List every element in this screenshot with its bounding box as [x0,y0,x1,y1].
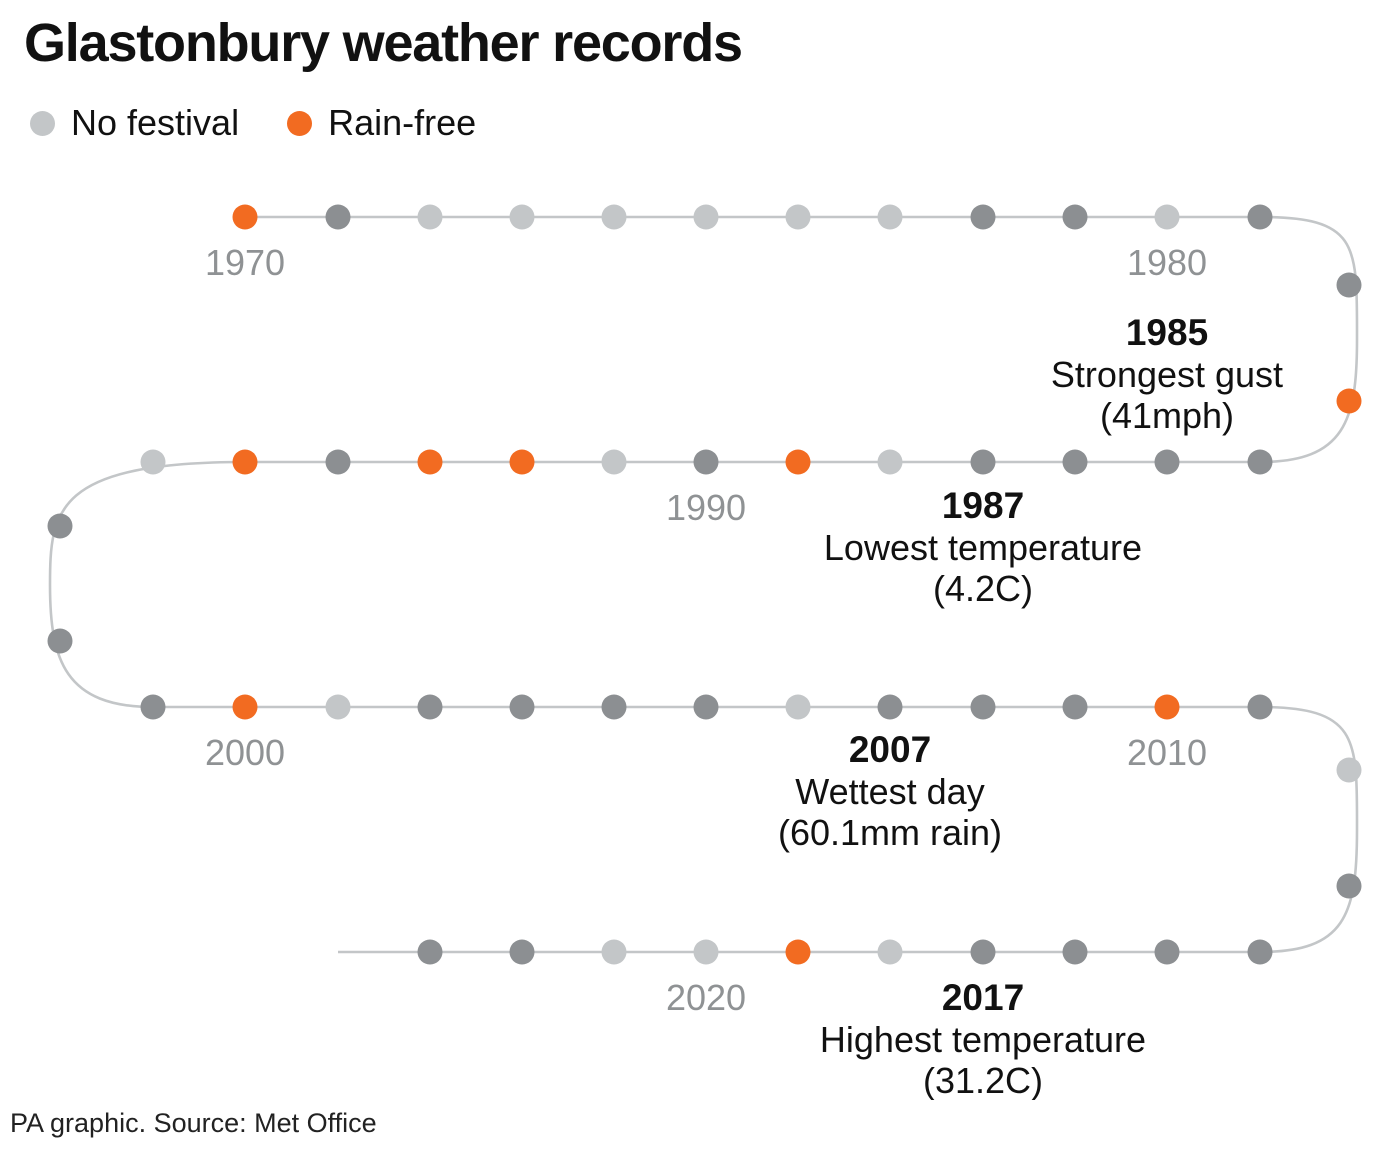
year-dot-1983 [1336,388,1362,414]
year-dot-1971 [325,204,351,230]
year-dot-2021 [601,939,627,965]
year-dot-1996 [140,449,166,475]
year-dot-2003 [509,694,535,720]
record-label-1985: Strongest gust [1051,354,1283,395]
year-dot-2016 [1062,939,1088,965]
timeline-line [48,215,1359,954]
year-dot-2006 [785,694,811,720]
record-label-2017: Highest temperature [820,1019,1146,1060]
year-dot-1980 [1154,204,1180,230]
record-label-2007: Wettest day [795,771,984,812]
year-dot-2023 [417,939,443,965]
year-dot-1991 [601,449,627,475]
year-dot-2014 [1247,939,1273,965]
legend-item-no-festival: No festival [30,102,239,144]
legend-label-rain-free: Rain-free [328,102,477,143]
year-dot-1975 [693,204,719,230]
year-dot-1999 [140,694,166,720]
legend-swatch-rain-free [287,110,313,136]
year-dot-2001 [325,694,351,720]
year-dot-2005 [693,694,719,720]
year-dot-1995 [232,449,258,475]
year-dot-2022 [509,939,535,965]
record-value-2007: (60.1mm rain) [778,812,1002,853]
record-label-1987: Lowest temperature [824,527,1142,568]
legend-item-rain-free: Rain-free [287,102,476,144]
year-dot-2008 [970,694,996,720]
year-dot-2012 [1336,757,1362,783]
year-dot-2020 [693,939,719,965]
year-dot-1992 [509,449,535,475]
year-dot-1976 [785,204,811,230]
chart-title: Glastonbury weather records [24,13,743,73]
year-dot-1988 [877,449,903,475]
year-dot-2000 [232,694,258,720]
year-dot-2013 [1336,873,1362,899]
record-value-1987: (4.2C) [933,568,1033,609]
record-value-1985: (41mph) [1100,395,1234,436]
year-label-1990: 1990 [666,487,746,528]
year-dot-1981 [1247,204,1273,230]
year-dot-2002 [417,694,443,720]
legend-label-no-festival: No festival [71,102,240,143]
year-dot-1977 [877,204,903,230]
year-dot-1979 [1062,204,1088,230]
year-dot-2004 [601,694,627,720]
year-dot-2019 [785,939,811,965]
year-dot-1994 [325,449,351,475]
year-dot-2017 [970,939,996,965]
year-dot-1978 [970,204,996,230]
year-label-1980: 1980 [1127,242,1207,283]
record-year-2007: 2007 [849,729,931,770]
year-dot-1989 [785,449,811,475]
year-label-1970: 1970 [205,242,285,283]
year-dot-1985 [1154,449,1180,475]
year-dot-1998 [47,628,73,654]
year-dot-1982 [1336,272,1362,298]
year-dot-2011 [1247,694,1273,720]
year-dot-2007 [877,694,903,720]
year-dot-1972 [417,204,443,230]
record-year-1987: 1987 [942,485,1024,526]
record-value-2017: (31.2C) [923,1060,1043,1100]
record-year-1985: 1985 [1126,312,1208,353]
year-dot-1987 [970,449,996,475]
year-label-2000: 2000 [205,732,285,773]
year-dot-1984 [1247,449,1273,475]
legend: No festival Rain-free [30,100,524,146]
year-dot-1997 [47,513,73,539]
year-dot-2010 [1154,694,1180,720]
source-note: PA graphic. Source: Met Office [10,1108,377,1138]
year-dot-1986 [1062,449,1088,475]
year-dot-2018 [877,939,903,965]
year-label-2010: 2010 [1127,732,1207,773]
year-dot-1990 [693,449,719,475]
year-label-2020: 2020 [666,977,746,1018]
record-year-2017: 2017 [942,977,1024,1018]
year-dot-1970 [232,204,258,230]
legend-swatch-no-festival [30,110,55,136]
year-dot-1973 [509,204,535,230]
year-dot-1993 [417,449,443,475]
year-dot-2009 [1062,694,1088,720]
year-dot-1974 [601,204,627,230]
year-dot-2015 [1154,939,1180,965]
